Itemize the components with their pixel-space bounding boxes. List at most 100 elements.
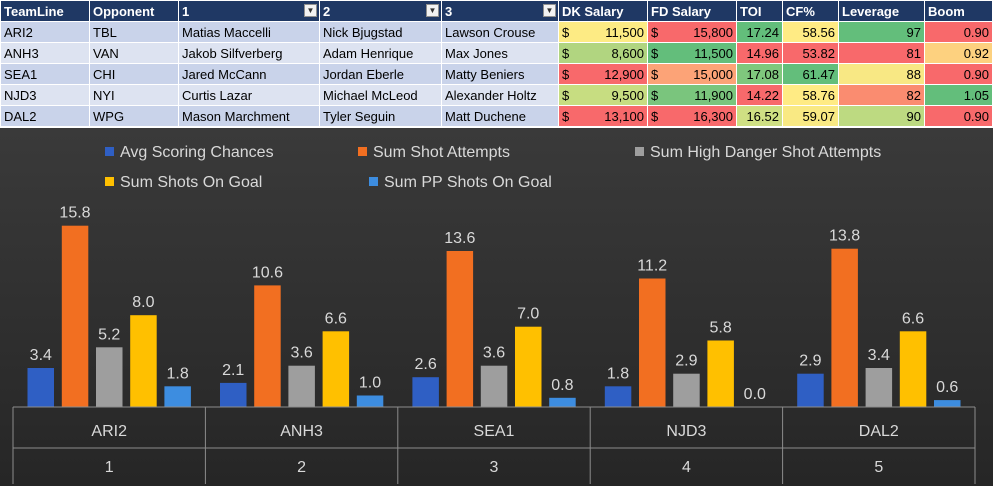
currency-symbol: $: [562, 24, 570, 40]
bar-2-dal2: [865, 368, 893, 407]
cell-lev[interactable]: 97: [838, 21, 925, 43]
cell-lev[interactable]: 82: [838, 84, 925, 106]
data-label: 3.6: [483, 345, 505, 362]
cell-p1[interactable]: Mason Marchment: [178, 105, 320, 127]
data-label: 0.8: [551, 377, 573, 394]
cell-dk[interactable]: $8,600: [558, 42, 648, 64]
cell-lev[interactable]: 90: [838, 105, 925, 127]
cell-fd[interactable]: $11,900: [647, 84, 737, 106]
data-label: 8.0: [132, 294, 154, 311]
cell-boom[interactable]: 0.90: [924, 21, 993, 43]
cell-opponent[interactable]: WPG: [89, 105, 179, 127]
cell-lev[interactable]: 88: [838, 63, 925, 85]
data-label: 5.8: [709, 320, 731, 337]
cell-boom[interactable]: 0.90: [924, 63, 993, 85]
cell-dk[interactable]: $12,900: [558, 63, 648, 85]
cell-p2[interactable]: Adam Henrique: [319, 42, 442, 64]
currency-symbol: $: [562, 66, 570, 82]
cell-p2[interactable]: Tyler Seguin: [319, 105, 442, 127]
currency-symbol: $: [651, 45, 659, 61]
x-category-label: ANH3: [280, 423, 323, 440]
salary-value: 9,500: [611, 87, 644, 103]
cell-p3[interactable]: Max Jones: [441, 42, 559, 64]
filter-dropdown-icon[interactable]: ▼: [426, 4, 439, 17]
currency-symbol: $: [562, 87, 570, 103]
x-category-label: SEA1: [474, 423, 515, 440]
cell-toi[interactable]: 17.24: [736, 21, 783, 43]
cell-p2[interactable]: Jordan Eberle: [319, 63, 442, 85]
x-category-label: ARI2: [91, 423, 127, 440]
data-label: 13.6: [444, 230, 475, 247]
filter-dropdown-icon[interactable]: ▼: [543, 4, 556, 17]
bar-2-sea1: [480, 365, 508, 407]
cell-toi[interactable]: 14.96: [736, 42, 783, 64]
header-player-3[interactable]: 3 ▼: [441, 0, 559, 22]
cell-fd[interactable]: $16,300: [647, 105, 737, 127]
cell-cf[interactable]: 58.76: [782, 84, 839, 106]
cell-p1[interactable]: Curtis Lazar: [178, 84, 320, 106]
cell-p3[interactable]: Alexander Holtz: [441, 84, 559, 106]
cell-p1[interactable]: Jakob Silfverberg: [178, 42, 320, 64]
cell-opponent[interactable]: CHI: [89, 63, 179, 85]
x-index-label: 4: [682, 459, 691, 476]
bar-3-sea1: [515, 326, 542, 407]
data-label: 3.6: [290, 345, 312, 362]
cell-toi[interactable]: 17.08: [736, 63, 783, 85]
bar-2-anh3: [288, 365, 315, 407]
x-category-label: DAL2: [859, 423, 899, 440]
cell-teamline[interactable]: ARI2: [0, 21, 90, 43]
cell-cf[interactable]: 53.82: [782, 42, 839, 64]
cell-p2[interactable]: Michael McLeod: [319, 84, 442, 106]
bar-0-njd3: [604, 386, 632, 407]
salary-value: 12,900: [604, 66, 644, 82]
bar-2-ari2: [96, 347, 123, 407]
header-player-1[interactable]: 1 ▼: [178, 0, 320, 22]
cell-teamline[interactable]: ANH3: [0, 42, 90, 64]
cell-boom[interactable]: 0.90: [924, 105, 993, 127]
header-leverage: Leverage: [838, 0, 925, 22]
bar-1-anh3: [254, 285, 281, 407]
cell-p1[interactable]: Jared McCann: [178, 63, 320, 85]
cell-cf[interactable]: 61.47: [782, 63, 839, 85]
cell-p3[interactable]: Lawson Crouse: [441, 21, 559, 43]
cell-teamline[interactable]: DAL2: [0, 105, 90, 127]
cell-teamline[interactable]: NJD3: [0, 84, 90, 106]
header-player-2[interactable]: 2 ▼: [319, 0, 442, 22]
cell-boom[interactable]: 0.92: [924, 42, 993, 64]
cell-p2[interactable]: Nick Bjugstad: [319, 21, 442, 43]
x-index-label: 2: [297, 459, 306, 476]
bar-3-njd3: [707, 340, 734, 407]
currency-symbol: $: [651, 24, 659, 40]
filter-dropdown-icon[interactable]: ▼: [304, 4, 317, 17]
cell-fd[interactable]: $11,500: [647, 42, 737, 64]
cell-cf[interactable]: 59.07: [782, 105, 839, 127]
data-label: 3.4: [30, 347, 52, 364]
cell-lev[interactable]: 81: [838, 42, 925, 64]
cell-fd[interactable]: $15,800: [647, 21, 737, 43]
table-row: DAL2 WPG Mason Marchment Tyler Seguin Matt D…: [0, 105, 993, 127]
cell-dk[interactable]: $11,500: [558, 21, 648, 43]
cell-opponent[interactable]: NYI: [89, 84, 179, 106]
bar-4-anh3: [356, 395, 384, 407]
salary-value: 15,000: [693, 66, 733, 82]
cell-p3[interactable]: Matty Beniers: [441, 63, 559, 85]
data-label: 7.0: [517, 306, 539, 323]
bar-chart: Avg Scoring Chances Sum Shot Attempts Sum …: [0, 128, 993, 486]
spreadsheet-table: TeamLine Opponent 1 ▼ 2 ▼ 3 ▼ DK Salary FD …: [0, 0, 993, 128]
cell-cf[interactable]: 58.56: [782, 21, 839, 43]
cell-p1[interactable]: Matias Maccelli: [178, 21, 320, 43]
cell-opponent[interactable]: VAN: [89, 42, 179, 64]
cell-boom[interactable]: 1.05: [924, 84, 993, 106]
data-label: 1.8: [607, 365, 629, 382]
data-label: 11.2: [637, 258, 667, 275]
cell-toi[interactable]: 16.52: [736, 105, 783, 127]
cell-dk[interactable]: $13,100: [558, 105, 648, 127]
cell-teamline[interactable]: SEA1: [0, 63, 90, 85]
cell-fd[interactable]: $15,000: [647, 63, 737, 85]
header-player-1-label: 1: [182, 3, 190, 19]
cell-opponent[interactable]: TBL: [89, 21, 179, 43]
cell-dk[interactable]: $9,500: [558, 84, 648, 106]
cell-p3[interactable]: Matt Duchene: [441, 105, 559, 127]
cell-toi[interactable]: 14.22: [736, 84, 783, 106]
bar-4-sea1: [549, 397, 576, 407]
